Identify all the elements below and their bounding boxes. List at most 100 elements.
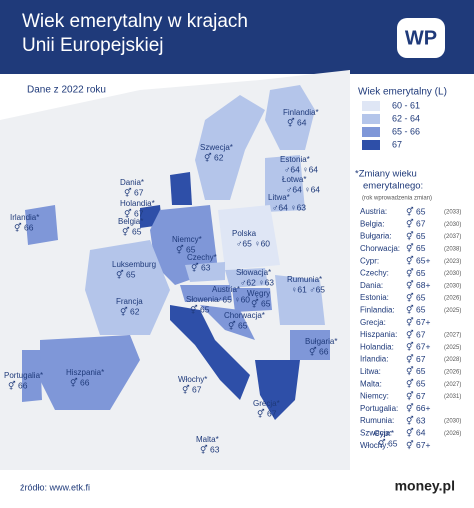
country-value: ⚥ 65: [122, 226, 142, 236]
country-shape: [185, 262, 225, 282]
country-name: Luksemburg: [112, 260, 156, 269]
change-country: Chorwacja:: [360, 244, 400, 253]
country-name: Słowenia: [186, 295, 219, 304]
country-name: Rumunia*: [287, 275, 322, 284]
change-year: (2030): [444, 419, 461, 425]
country-value: ⚥ 65: [176, 244, 196, 254]
country-shape: [290, 330, 330, 360]
country-name: Czechy*: [187, 253, 217, 262]
change-age: ⚥ 65: [406, 243, 426, 253]
country-shape: [225, 268, 268, 288]
country-name: Litwa*: [268, 193, 290, 202]
country-value: ⚥ 67: [182, 384, 202, 394]
change-country: Szwecja:: [360, 429, 392, 438]
change-country: Niemcy:: [360, 392, 389, 401]
country-name: Francja: [116, 297, 143, 306]
country-value: ⚥ 65: [228, 320, 248, 330]
country-shape: [232, 288, 272, 312]
country-value: ⚥ 63: [191, 262, 211, 272]
change-year: (2038): [444, 246, 461, 252]
change-country: Belgia:: [360, 219, 384, 228]
country-value: ♂64 ♀64: [284, 164, 318, 174]
source: źródło: www.etk.fi: [20, 482, 90, 492]
country-value: ♂65 ♀60: [216, 294, 250, 304]
legend-label: 65 - 66: [392, 126, 420, 136]
brand: money.pl: [395, 478, 455, 494]
country-shape: [25, 205, 58, 245]
change-year: (2028): [444, 357, 461, 363]
change-age: ⚥ 64: [406, 428, 426, 438]
country-shape: [22, 350, 42, 402]
country-value: ⚥ 66: [70, 377, 90, 387]
change-country: Holandia:: [360, 342, 394, 351]
country-value: ⚥ 65: [190, 304, 210, 314]
header-band: [0, 0, 474, 74]
logo-box: [397, 18, 445, 58]
country-name: Szwecja*: [200, 143, 233, 152]
change-age: ⚥ 65: [406, 292, 426, 302]
country-value: ⚥ 65: [251, 298, 271, 308]
change-year: (2023): [444, 259, 461, 265]
country-name: Holandia*: [120, 199, 155, 208]
country-name: Irlandia*: [10, 213, 39, 222]
country-name: Dania*: [120, 178, 144, 187]
change-country: Grecja:: [360, 318, 386, 327]
country-value: ⚥ 67: [124, 208, 144, 218]
change-country: Cypr:: [360, 256, 379, 265]
change-age: ⚥ 67+: [406, 342, 430, 352]
country-shape: [170, 172, 192, 205]
change-age: ⚥ 67+: [406, 317, 430, 327]
change-country: Bułgaria:: [360, 232, 392, 241]
change-age: ⚥ 65: [406, 231, 426, 241]
change-country: Estonia:: [360, 293, 389, 302]
change-age: ⚥ 65: [406, 378, 426, 388]
country-name: Estonia*: [280, 155, 310, 164]
country-shape: [265, 155, 305, 212]
change-age: ⚥ 65: [406, 206, 426, 216]
change-country: Włochy:: [360, 441, 388, 450]
change-age: ⚥ 66+: [406, 403, 430, 413]
change-year: (2033): [444, 210, 461, 216]
change-age: ⚥ 65: [406, 268, 426, 278]
country-value: ⚥ 65: [116, 269, 136, 279]
country-shape: [180, 285, 232, 302]
country-shape: [255, 360, 300, 420]
country-value: ⚥ 66: [309, 346, 329, 356]
change-age: ⚥ 67: [406, 329, 426, 339]
country-name: Hiszpania*: [66, 368, 104, 377]
country-value: ♂65 ♀60: [236, 238, 270, 248]
changes-note: (rok wprowadzenia zmian): [362, 196, 432, 202]
change-year: (2031): [444, 394, 461, 400]
change-age: ⚥ 67: [406, 354, 426, 364]
country-name: Finlandia*: [283, 108, 319, 117]
change-country: Austria:: [360, 207, 387, 216]
legend-label: 62 - 64: [392, 113, 420, 123]
change-age: ⚥ 68+: [406, 280, 430, 290]
country-name: Portugalia*: [4, 371, 43, 380]
country-name: Słowacja*: [236, 268, 271, 277]
country-shape: [218, 205, 280, 270]
change-year: (2026): [444, 369, 461, 375]
change-country: Irlandia:: [360, 355, 388, 364]
country-name: Włochy*: [178, 375, 207, 384]
change-year: (2030): [444, 283, 461, 289]
change-year: (2037): [444, 234, 461, 240]
country-value: ⚥ 62: [120, 306, 140, 316]
change-country: Litwa:: [360, 367, 381, 376]
country-name: Malta*: [196, 435, 219, 444]
change-country: Malta:: [360, 379, 382, 388]
country-name: Belgia*: [118, 217, 143, 226]
logo: WP: [405, 27, 437, 49]
legend-swatch: [362, 127, 380, 137]
legend-swatch: [362, 140, 380, 150]
change-country: Dania:: [360, 281, 383, 290]
country-value: ♀61 ♂65: [291, 284, 325, 294]
country-value: ⚥ 65: [378, 438, 398, 448]
change-age: ⚥ 63: [406, 415, 426, 425]
legend-swatch: [362, 101, 380, 111]
change-age: ⚥ 67+: [406, 440, 430, 450]
change-country: Rumunia:: [360, 416, 394, 425]
country-value: ⚥ 64: [287, 117, 307, 127]
country-value: ⚥ 66: [14, 222, 34, 232]
